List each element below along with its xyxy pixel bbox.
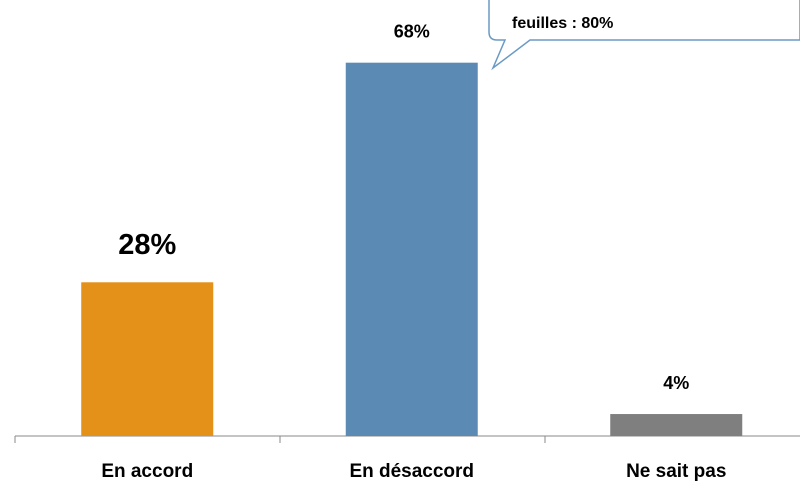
callout-box <box>488 0 800 71</box>
bar <box>610 414 743 436</box>
bar <box>81 282 214 436</box>
value-label: 28% <box>118 229 176 261</box>
x-tick-label: En désaccord <box>349 461 474 482</box>
x-tick-label: Ne sait pas <box>626 461 726 482</box>
x-tick-label: En accord <box>101 461 193 482</box>
bar <box>345 62 478 437</box>
value-label: 68% <box>394 21 430 41</box>
callout-text: feuilles : 80% <box>512 15 613 32</box>
value-label: 4% <box>663 373 689 393</box>
